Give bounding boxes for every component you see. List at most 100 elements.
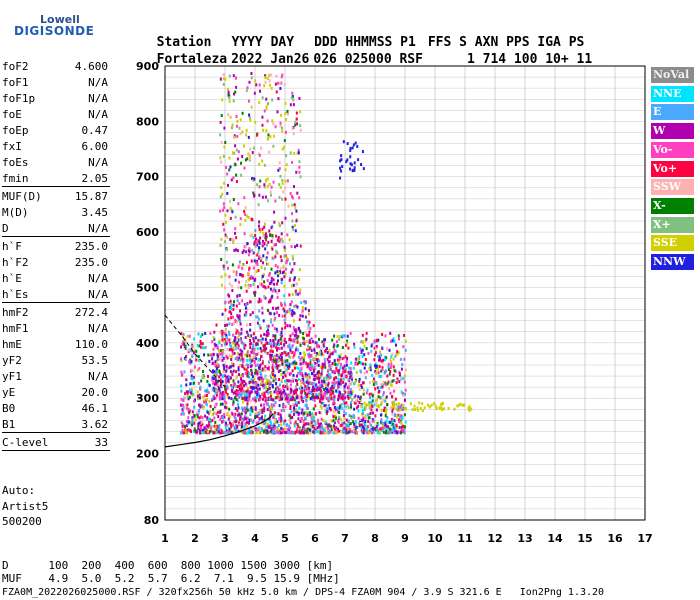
echo-point <box>287 366 290 370</box>
echo-point <box>369 411 372 415</box>
echo-point <box>336 363 339 367</box>
echo-point <box>296 374 299 378</box>
echo-point <box>208 399 211 403</box>
echo-point <box>338 396 341 400</box>
echo-point <box>260 257 263 261</box>
echo-point <box>255 411 258 415</box>
echo-point <box>366 431 369 435</box>
echo-point <box>354 141 357 145</box>
echo-point <box>272 278 275 282</box>
echo-point <box>261 244 264 248</box>
echo-point <box>324 390 327 394</box>
echo-point <box>258 309 261 313</box>
echo-point <box>291 332 294 336</box>
echo-point <box>241 396 244 400</box>
echo-point <box>261 242 264 246</box>
echo-point <box>306 344 309 348</box>
echo-point <box>272 339 275 343</box>
echo-point <box>269 406 272 410</box>
echo-point <box>241 263 244 267</box>
echo-point <box>258 430 261 434</box>
echo-point <box>234 416 237 420</box>
echo-point <box>212 407 215 411</box>
echo-point <box>285 363 288 367</box>
echo-point <box>221 312 224 316</box>
echo-point <box>293 351 296 355</box>
echo-point <box>323 363 326 367</box>
param-name: yE <box>2 386 16 399</box>
echo-point <box>284 374 287 378</box>
echo-point <box>248 408 251 412</box>
echo-point <box>404 420 407 424</box>
echo-point <box>226 183 229 187</box>
echo-point <box>263 348 266 352</box>
echo-point <box>220 160 223 164</box>
echo-point <box>299 372 302 376</box>
echo-point <box>228 376 231 380</box>
echo-point <box>341 366 344 370</box>
echo-point <box>283 359 286 363</box>
echo-point <box>273 327 276 331</box>
x-tick-label: 6 <box>311 532 319 545</box>
echo-point <box>389 369 392 373</box>
echo-point <box>287 204 290 208</box>
echo-point <box>252 397 255 401</box>
echo-point <box>183 396 186 400</box>
echo-point <box>256 133 259 137</box>
echo-point <box>280 423 283 427</box>
echo-point <box>343 364 346 368</box>
echo-point <box>265 105 268 109</box>
x-tick-label: 16 <box>607 532 623 545</box>
echo-point <box>185 378 188 382</box>
echo-point <box>283 314 286 318</box>
echo-point <box>240 173 243 177</box>
echo-point <box>274 263 277 267</box>
echo-point <box>288 238 291 242</box>
echo-point <box>290 371 293 375</box>
param-row: hmF2 272.4 <box>2 306 108 319</box>
echo-point <box>268 365 271 369</box>
echo-point <box>230 208 233 212</box>
echo-point <box>228 168 231 172</box>
echo-point <box>258 220 261 224</box>
echo-point <box>250 418 253 422</box>
echo-point <box>241 357 244 361</box>
echo-point <box>390 360 393 364</box>
echo-point <box>398 373 401 377</box>
echo-point <box>396 350 399 354</box>
echo-point <box>277 370 280 374</box>
echo-point <box>330 390 333 394</box>
echo-point <box>277 359 280 363</box>
echo-point <box>294 229 297 233</box>
echo-point <box>403 398 406 402</box>
echo-point <box>289 348 292 352</box>
echo-point <box>307 323 310 327</box>
echo-point <box>223 126 226 130</box>
echo-point <box>276 342 279 346</box>
echo-point <box>353 166 356 170</box>
echo-point <box>309 391 312 395</box>
echo-point <box>309 424 312 428</box>
x-tick-label: 13 <box>517 532 532 545</box>
divider <box>2 186 110 187</box>
echo-point <box>314 341 317 345</box>
echo-point <box>330 419 333 423</box>
echo-point <box>258 398 261 402</box>
echo-point <box>345 160 348 164</box>
echo-point <box>419 406 422 410</box>
echo-point <box>337 373 340 377</box>
echo-point <box>298 165 301 169</box>
echo-point <box>463 403 466 407</box>
echo-point <box>189 382 192 386</box>
echo-point <box>240 286 243 290</box>
echo-point <box>262 285 265 289</box>
echo-point <box>353 161 356 165</box>
echo-point <box>370 404 373 408</box>
echo-point <box>361 150 364 154</box>
echo-point <box>244 415 247 419</box>
echo-point <box>312 324 315 328</box>
echo-point <box>335 381 338 385</box>
echo-point <box>277 424 280 427</box>
echo-point <box>359 347 362 351</box>
echo-point <box>276 430 279 434</box>
